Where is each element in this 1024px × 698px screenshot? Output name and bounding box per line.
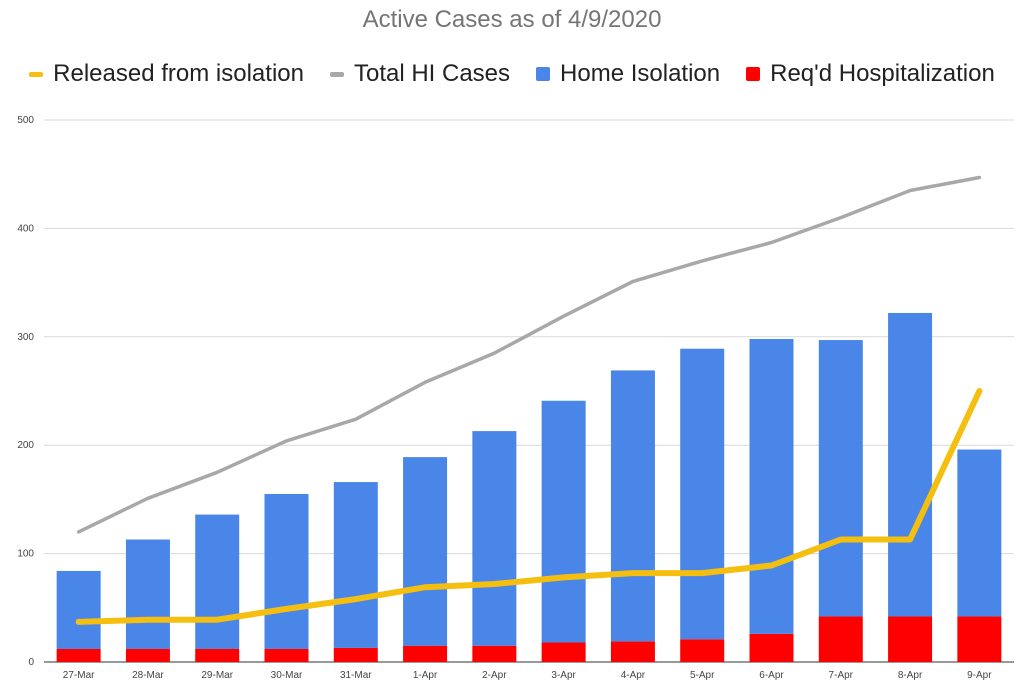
bar-hospitalization-27-Mar: [56, 648, 101, 662]
bar-home-isolation-31-Mar: [333, 482, 378, 648]
bar-home-isolation-4-Apr: [610, 370, 655, 642]
y-tick-label: 0: [28, 657, 34, 668]
bar-hospitalization-6-Apr: [749, 633, 794, 662]
x-tick-label: 2-Apr: [482, 670, 507, 681]
x-tick-label: 5-Apr: [690, 670, 715, 681]
bar-hospitalization-29-Mar: [195, 648, 240, 662]
bar-home-isolation-27-Mar: [56, 570, 101, 649]
legend-swatch-home-isolation: [536, 67, 551, 81]
legend-label-home-isolation: Home Isolation: [560, 60, 721, 87]
legend-item-home-isolation[interactable]: Home Isolation: [536, 60, 720, 88]
bar-home-isolation-3-Apr: [541, 400, 586, 643]
x-tick-label: 1-Apr: [413, 670, 438, 681]
bar-hospitalization-28-Mar: [125, 648, 170, 662]
legend-label-hospitalization: Req'd Hospitalization: [770, 60, 995, 87]
bar-home-isolation-7-Apr: [818, 340, 863, 617]
bar-home-isolation-9-Apr: [957, 449, 1002, 617]
x-tick-label: 9-Apr: [967, 670, 992, 681]
y-tick-label: 400: [17, 223, 34, 234]
y-tick-label: 500: [17, 115, 34, 126]
legend-label-total: Total HI Cases: [353, 60, 511, 87]
bar-hospitalization-1-Apr: [403, 645, 448, 662]
x-tick-label: 6-Apr: [759, 670, 784, 681]
x-tick-label: 31-Mar: [340, 670, 372, 681]
y-tick-label: 200: [17, 440, 34, 451]
bar-hospitalization-7-Apr: [818, 616, 863, 662]
bar-hospitalization-2-Apr: [472, 645, 517, 662]
x-tick-label: 29-Mar: [201, 670, 233, 681]
legend-swatch-released: [29, 71, 44, 77]
bar-hospitalization-31-Mar: [333, 647, 378, 662]
bar-home-isolation-29-Mar: [195, 514, 240, 649]
bar-home-isolation-30-Mar: [264, 493, 309, 649]
x-tick-label: 3-Apr: [551, 670, 576, 681]
bar-home-isolation-2-Apr: [472, 431, 517, 646]
bar-home-isolation-28-Mar: [125, 539, 170, 649]
bar-hospitalization-3-Apr: [541, 642, 586, 662]
legend-item-total[interactable]: Total HI Cases: [329, 60, 511, 88]
bar-home-isolation-1-Apr: [403, 457, 448, 646]
bar-home-isolation-5-Apr: [680, 348, 725, 640]
legend-swatch-hospitalization: [746, 67, 761, 81]
line-total-hi-cases: [76, 175, 982, 534]
legend-swatch-total: [329, 71, 344, 77]
x-tick-label: 8-Apr: [898, 670, 923, 681]
chart-title: Active Cases as of 4/9/2020: [362, 6, 662, 33]
legend-label-released: Released from isolation: [53, 60, 304, 87]
bar-hospitalization-30-Mar: [264, 648, 309, 662]
x-tick-label: 7-Apr: [829, 670, 854, 681]
bar-hospitalization-5-Apr: [680, 639, 725, 662]
legend-item-hospitalization[interactable]: Req'd Hospitalization: [746, 60, 995, 88]
y-tick-label: 100: [17, 549, 34, 560]
bar-hospitalization-9-Apr: [957, 616, 1002, 662]
bar-hospitalization-8-Apr: [888, 616, 933, 662]
y-tick-label: 300: [17, 332, 34, 343]
line-released-from-isolation: [75, 388, 983, 625]
chart-legend: Released from isolation Total HI Cases H…: [0, 60, 1024, 88]
x-tick-label: 28-Mar: [132, 670, 164, 681]
bar-home-isolation-6-Apr: [749, 338, 794, 634]
bar-hospitalization-4-Apr: [610, 641, 655, 662]
x-tick-label: 4-Apr: [621, 670, 646, 681]
bar-home-isolation-8-Apr: [888, 312, 933, 617]
legend-item-released[interactable]: Released from isolation: [29, 60, 304, 88]
x-tick-label: 30-Mar: [271, 670, 303, 681]
x-tick-label: 27-Mar: [63, 670, 95, 681]
